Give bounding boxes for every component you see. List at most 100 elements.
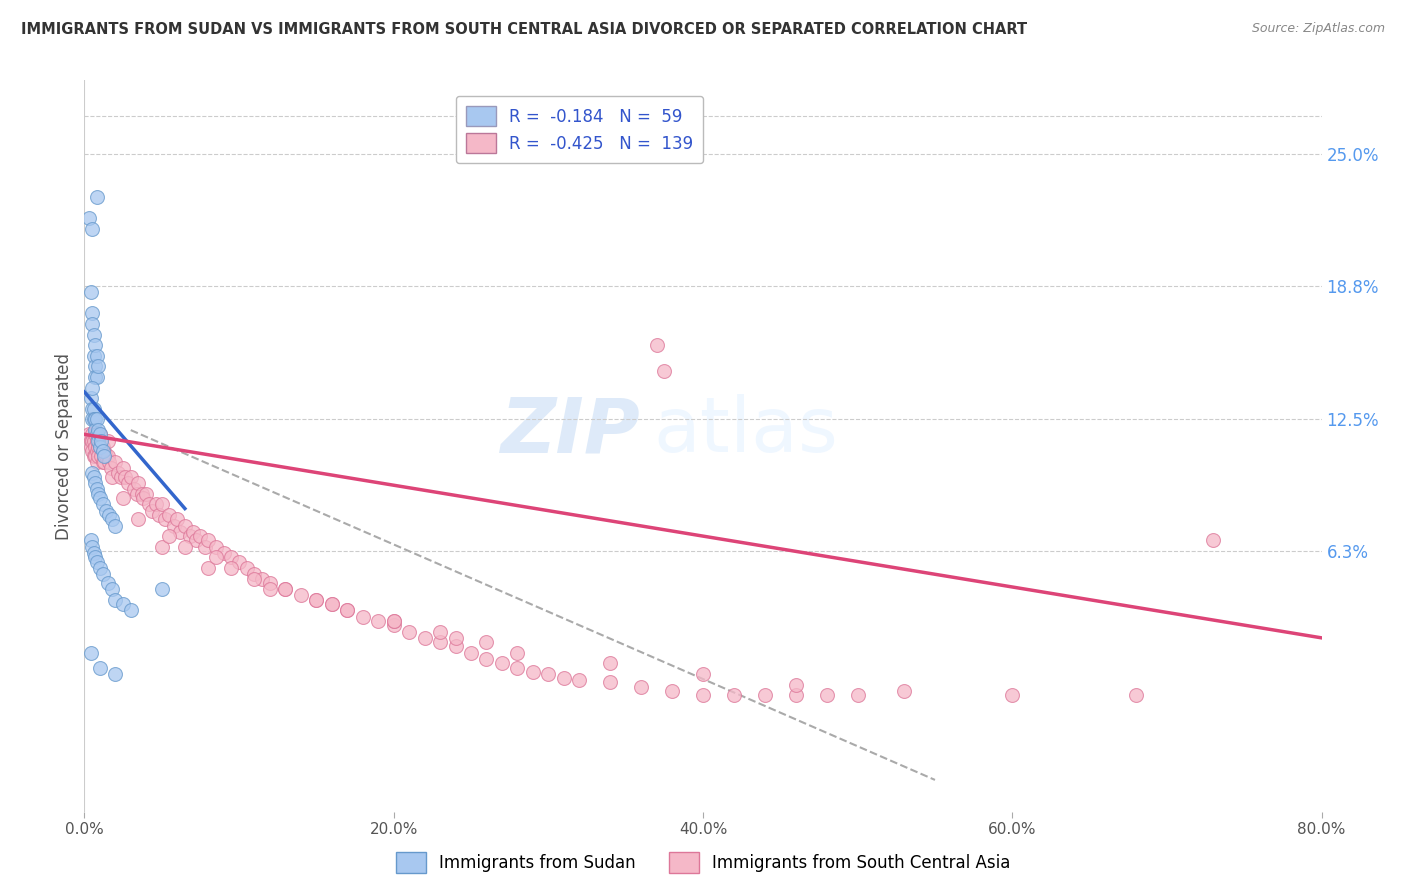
Point [82,381,104,395]
Point [104,592,127,607]
Point [645,338,668,352]
Point [79,285,101,300]
Point [77,427,100,442]
Point [127,476,149,491]
Point [336,603,359,617]
Point [692,688,714,702]
Point [1001,688,1024,702]
Point [89,440,111,454]
Point [89,561,111,575]
Point [120,469,142,483]
Point [491,657,513,671]
Point [104,667,127,681]
Point [84,476,107,491]
Point [305,592,328,607]
Point [568,673,591,688]
Point [86,455,108,469]
Point [166,512,188,526]
Point [79,392,101,406]
Point [83,401,105,416]
Point [101,582,124,596]
Point [219,550,242,565]
Point [382,618,405,632]
Point [235,561,259,575]
Point [79,434,101,448]
Point [87,423,110,437]
Point [205,550,228,565]
Point [243,572,266,586]
Point [89,491,111,505]
Point [86,555,108,569]
Point [1125,688,1147,702]
Point [101,469,124,483]
Point [153,512,176,526]
Point [89,427,111,442]
Point [429,624,451,639]
Point [100,461,122,475]
Point [460,646,482,660]
Point [79,440,101,454]
Point [506,660,529,674]
Point [150,582,173,596]
Point [522,665,544,679]
Point [101,512,124,526]
Point [785,688,807,702]
Point [150,497,173,511]
Point [506,646,529,660]
Point [83,546,105,560]
Point [82,434,104,448]
Point [163,518,186,533]
Point [86,434,108,448]
Point [98,455,121,469]
Point [274,582,297,596]
Point [174,540,197,554]
Point [90,434,112,448]
Point [96,449,118,463]
Legend: Immigrants from Sudan, Immigrants from South Central Asia: Immigrants from Sudan, Immigrants from S… [389,846,1017,880]
Point [84,423,107,437]
Point [87,359,110,374]
Point [219,561,242,575]
Point [89,427,111,442]
Point [274,582,297,596]
Point [243,567,266,582]
Point [398,624,420,639]
Point [197,561,219,575]
Point [83,434,105,448]
Point [336,603,359,617]
Point [86,370,108,384]
Point [599,675,621,690]
Point [112,461,135,475]
Point [86,444,108,458]
Point [475,635,498,649]
Point [82,466,104,480]
Point [692,667,714,681]
Point [131,486,153,500]
Text: Source: ZipAtlas.com: Source: ZipAtlas.com [1251,22,1385,36]
Point [91,455,114,469]
Text: atlas: atlas [654,394,838,468]
Point [82,317,104,331]
Point [90,449,112,463]
Point [86,483,108,497]
Point [846,688,869,702]
Point [114,469,136,483]
Point [382,614,405,628]
Point [86,412,108,426]
Point [83,412,105,426]
Point [93,444,115,458]
Point [444,631,467,645]
Point [205,540,228,554]
Point [174,518,197,533]
Point [138,497,160,511]
Point [197,533,219,548]
Point [94,449,117,463]
Point [413,631,436,645]
Point [94,503,117,517]
Point [79,646,101,660]
Point [367,614,389,628]
Point [77,211,100,225]
Point [91,444,114,458]
Point [145,497,167,511]
Point [537,667,560,681]
